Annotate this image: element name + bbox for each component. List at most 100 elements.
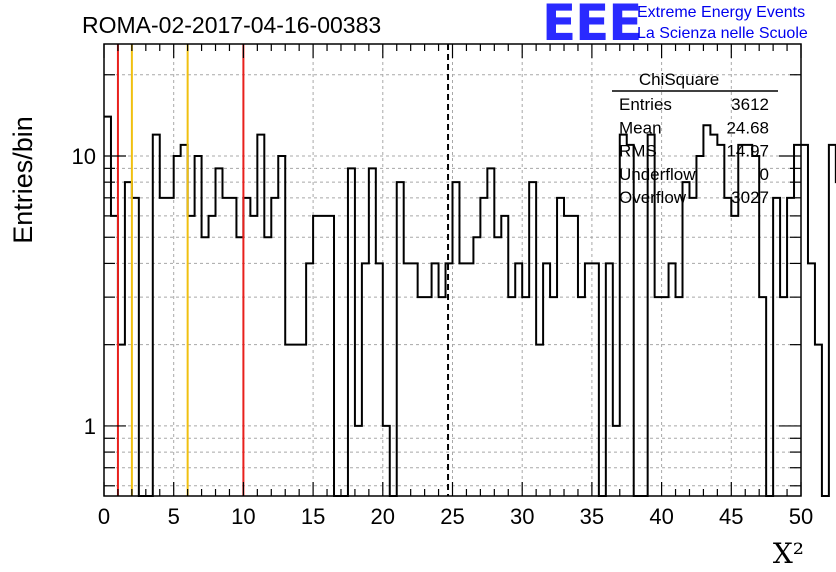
x-tick-label: 40 — [649, 504, 673, 529]
histogram-bin — [710, 135, 717, 496]
histogram-bin — [494, 237, 501, 496]
x-tick-label: 10 — [231, 504, 255, 529]
histogram-bin — [271, 198, 278, 496]
histogram-bin — [578, 297, 585, 496]
histogram-bin — [676, 297, 683, 496]
stats-label: Mean — [619, 118, 662, 137]
histogram-bin — [216, 168, 223, 496]
histogram-bin — [404, 263, 411, 496]
histogram-bin — [264, 237, 271, 496]
histogram-bin — [167, 198, 174, 496]
stats-value: 0 — [760, 165, 769, 184]
histogram-bin — [257, 135, 264, 496]
histogram-bin — [355, 426, 362, 496]
histogram-bin — [369, 168, 376, 496]
x-tick-label: 45 — [719, 504, 743, 529]
stats-title: ChiSquare — [639, 70, 719, 89]
histogram-bin — [313, 216, 320, 496]
histogram-bin — [543, 263, 550, 496]
x-tick-label: 20 — [371, 504, 395, 529]
histogram-bin — [306, 263, 313, 496]
histogram-bin — [550, 297, 557, 496]
histogram-bin — [724, 198, 731, 496]
histogram-bin — [613, 426, 620, 496]
histogram-bin — [348, 168, 355, 496]
histogram-bin — [515, 263, 522, 496]
stats-value: 3612 — [731, 95, 769, 114]
histogram-bin — [508, 297, 515, 496]
histogram-bin — [132, 198, 139, 496]
histogram-bin — [118, 345, 125, 496]
histogram-bin — [473, 237, 480, 496]
histogram-bin — [111, 216, 118, 496]
histogram-bin — [383, 426, 390, 496]
y-tick-label: 1 — [84, 414, 96, 439]
histogram-bin — [411, 263, 418, 496]
histogram-bin — [209, 216, 216, 496]
x-axis-label: X² — [773, 537, 804, 570]
x-axis-ticks: 0 5 10 15 20 25 30 35 40 45 50 — [98, 44, 813, 529]
histogram-bin — [696, 156, 703, 496]
histogram-bin — [522, 297, 529, 496]
histogram-bin — [717, 145, 724, 496]
histogram-bin — [564, 216, 571, 496]
histogram-bin — [501, 216, 508, 496]
x-tick-label: 0 — [98, 504, 110, 529]
histogram-bin — [815, 345, 822, 496]
histogram-bin — [425, 297, 432, 496]
histogram-bin — [592, 263, 599, 496]
logo-line-1: Extreme Energy Events — [637, 4, 806, 21]
histogram-bin — [222, 198, 229, 496]
histogram-bin — [160, 198, 167, 496]
histogram-bin — [250, 216, 257, 496]
histogram-bin — [202, 237, 209, 496]
logo-line-2: La Scienza nelle Scuole — [637, 25, 808, 42]
histogram-bin — [759, 297, 766, 496]
histogram-bin — [466, 263, 473, 496]
histogram-bin — [174, 156, 181, 496]
histogram-bin — [320, 216, 327, 496]
histogram-bin — [585, 263, 592, 496]
histogram-bin — [418, 297, 425, 496]
histogram-bin — [292, 345, 299, 496]
histogram-bin — [432, 263, 439, 496]
histogram-bin — [327, 216, 334, 496]
stats-value: 14.97 — [726, 142, 769, 161]
x-tick-label: 25 — [440, 504, 464, 529]
histogram-bin — [808, 263, 815, 496]
stats-label: Overflow — [619, 188, 687, 207]
stats-box: ChiSquare Entries 3612 Mean 24.68 RMS 14.97 Un… — [612, 70, 778, 207]
y-tick-label: 10 — [72, 144, 96, 169]
histogram-bin — [299, 345, 306, 496]
histogram-bin — [536, 345, 543, 496]
histogram-bin — [195, 156, 202, 496]
histogram-bin — [229, 198, 236, 496]
histogram-bin — [188, 216, 195, 496]
histogram-bin — [731, 216, 738, 496]
histogram-bin — [557, 198, 564, 496]
x-tick-label: 35 — [580, 504, 604, 529]
y-axis-label: Entries/bin — [8, 116, 38, 244]
histogram-bin — [397, 182, 404, 496]
histogram-bin — [181, 145, 188, 496]
histogram-bin — [236, 237, 243, 496]
x-tick-label: 15 — [301, 504, 325, 529]
stats-label: RMS — [619, 142, 657, 161]
histogram-bin — [773, 198, 780, 496]
y-axis-ticks: 1 10 — [72, 74, 801, 487]
histogram-bin — [689, 198, 696, 496]
run-title: ROMA-02-2017-04-16-00383 — [82, 12, 381, 38]
histogram-bin — [703, 125, 710, 496]
histogram-bin — [829, 145, 836, 496]
histogram-bin — [683, 182, 690, 496]
reference-lines — [116, 44, 450, 496]
histogram-bin — [278, 156, 285, 496]
x-tick-label: 50 — [789, 504, 813, 529]
histogram-bin — [125, 182, 132, 496]
histogram-bin — [529, 182, 536, 496]
stats-value: 3027 — [731, 188, 769, 207]
histogram-bin — [571, 216, 578, 496]
histogram-bin — [243, 198, 250, 496]
histogram-bin — [153, 135, 160, 496]
x-tick-label: 5 — [168, 504, 180, 529]
